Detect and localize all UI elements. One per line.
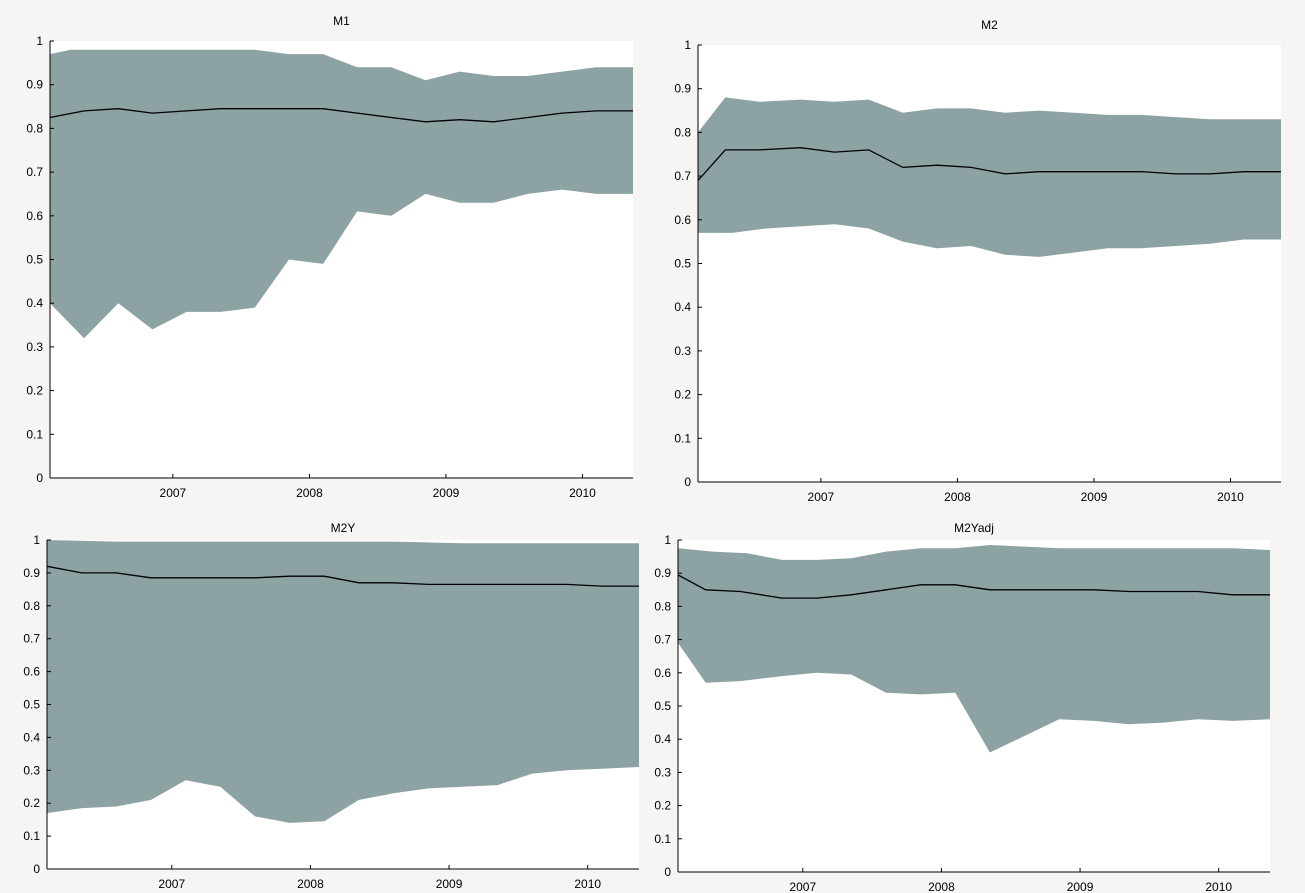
y-tick-label: 0.8 xyxy=(674,125,691,139)
y-tick-label: 1 xyxy=(684,38,691,52)
chart-title: M2Y xyxy=(331,521,356,535)
y-tick-label: 0.3 xyxy=(23,763,40,777)
x-tick-label: 2008 xyxy=(297,877,324,891)
y-tick-label: 0.8 xyxy=(654,599,671,613)
confidence-band xyxy=(698,97,1281,257)
y-tick-label: 0.5 xyxy=(674,257,691,271)
median-line xyxy=(697,147,1281,181)
y-tick-label: 0.7 xyxy=(26,165,43,179)
y-tick-label: 0.3 xyxy=(26,340,43,354)
y-tick-label: 0.1 xyxy=(654,832,671,846)
x-tick-label: 2010 xyxy=(1217,490,1244,504)
panel-4: 0 0.1 0.2 0.3 0.4 0.5 0.6 0.7 0.8 0.9 1 2007 2008 200… xyxy=(654,521,1270,893)
y-tick-label: 0.8 xyxy=(26,121,43,135)
x-tick-label: 2008 xyxy=(928,880,955,893)
y-tick-label: 0.7 xyxy=(23,632,40,646)
x-tick-label: 2010 xyxy=(1205,880,1232,893)
y-tick-label: 0.9 xyxy=(674,82,691,96)
y-tick-label: 0.7 xyxy=(674,169,691,183)
x-tick-label: 2008 xyxy=(944,490,971,504)
y-tick-label: 0.1 xyxy=(26,427,43,441)
y-tick-label: 0.5 xyxy=(654,699,671,713)
y-tick-label: 0 xyxy=(33,862,40,876)
median-line xyxy=(46,565,639,587)
x-tick-label: 2009 xyxy=(1067,880,1094,893)
x-tick-label: 2007 xyxy=(789,880,816,893)
y-tick-label: 0.6 xyxy=(26,209,43,223)
median-line xyxy=(49,108,633,123)
panel-3: 0 0.1 0.2 0.3 0.4 0.5 0.6 0.7 0.8 0.9 1 2007 2008 200… xyxy=(23,521,639,891)
y-tick-label: 1 xyxy=(33,533,40,547)
y-tick-label: 0.9 xyxy=(23,566,40,580)
y-tick-label: 0.4 xyxy=(654,732,671,746)
median-line xyxy=(677,574,1270,599)
y-tick-label: 0.8 xyxy=(23,599,40,613)
panel-1: 0 0.1 0.2 0.3 0.4 0.5 0.6 0.7 0.8 0.9 1 2007 2008 200… xyxy=(26,14,633,500)
x-tick-label: 2007 xyxy=(160,486,187,500)
y-tick-label: 0.6 xyxy=(23,665,40,679)
y-tick-label: 0.1 xyxy=(23,829,40,843)
y-tick-label: 0.4 xyxy=(26,296,43,310)
y-tick-label: 0.2 xyxy=(23,796,40,810)
y-tick-label: 0.9 xyxy=(654,566,671,580)
y-tick-label: 0.7 xyxy=(654,633,671,647)
panel-2: 0 0.1 0.2 0.3 0.4 0.5 0.6 0.7 0.8 0.9 1 2007 2008 200… xyxy=(674,18,1281,504)
x-tick-label: 2007 xyxy=(158,877,185,891)
y-tick-label: 0.6 xyxy=(674,213,691,227)
y-tick-label: 0.2 xyxy=(674,388,691,402)
y-tick-label: 0.9 xyxy=(26,78,43,92)
x-tick-label: 2009 xyxy=(433,486,460,500)
x-tick-label: 2010 xyxy=(574,877,601,891)
y-tick-label: 0.2 xyxy=(26,384,43,398)
y-tick-label: 0.5 xyxy=(23,698,40,712)
y-tick-label: 0.1 xyxy=(674,431,691,445)
y-tick-label: 1 xyxy=(36,34,43,48)
chart-title: M2Yadj xyxy=(954,521,994,535)
chart-title: M2 xyxy=(981,18,998,32)
x-tick-label: 2010 xyxy=(569,486,596,500)
y-tick-label: 0.4 xyxy=(23,730,40,744)
y-tick-label: 0.3 xyxy=(674,344,691,358)
y-tick-label: 0.4 xyxy=(674,300,691,314)
y-tick-label: 1 xyxy=(664,533,671,547)
x-tick-label: 2007 xyxy=(808,490,835,504)
chart-title: M1 xyxy=(333,14,350,28)
x-tick-label: 2009 xyxy=(436,877,463,891)
x-tick-label: 2009 xyxy=(1081,490,1108,504)
confidence-band xyxy=(47,540,639,823)
y-tick-label: 0 xyxy=(36,471,43,485)
y-tick-label: 0.5 xyxy=(26,253,43,267)
x-tick-label: 2008 xyxy=(296,486,323,500)
y-tick-label: 0 xyxy=(684,475,691,489)
y-tick-label: 0.3 xyxy=(654,765,671,779)
y-tick-label: 0.2 xyxy=(654,799,671,813)
y-tick-label: 0 xyxy=(664,865,671,879)
y-tick-label: 0.6 xyxy=(654,666,671,680)
